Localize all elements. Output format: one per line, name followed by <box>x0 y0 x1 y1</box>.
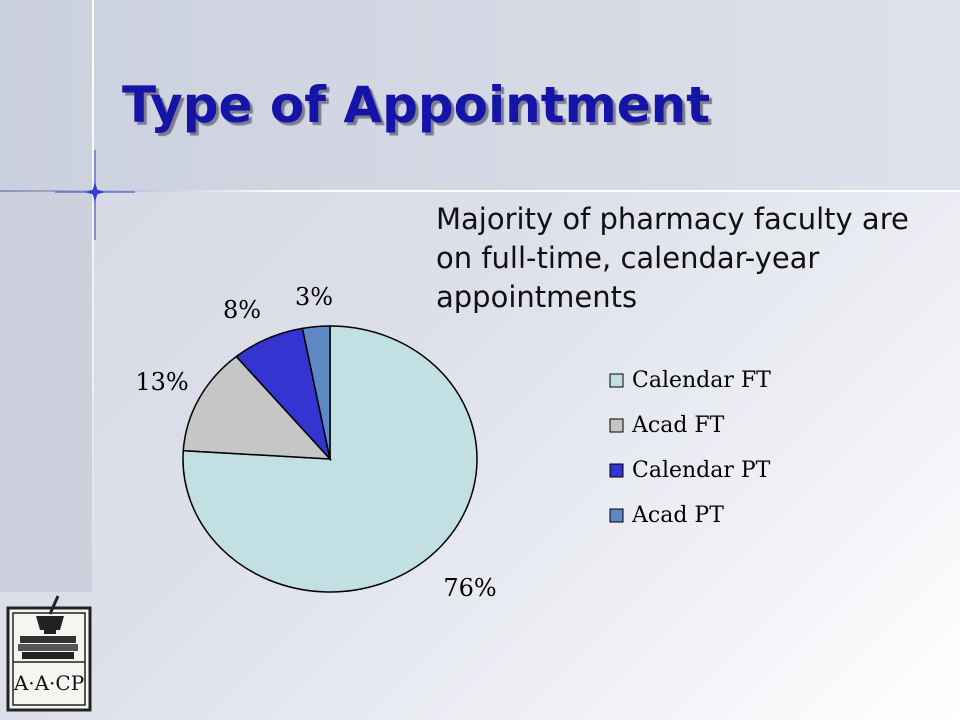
legend-label-acad-pt: Acad PT <box>631 503 724 528</box>
sparkle-icon <box>55 150 135 240</box>
title-divider <box>0 190 960 192</box>
legend-label-calendar-pt: Calendar PT <box>632 458 771 483</box>
legend-swatch-acad-pt <box>609 508 624 523</box>
aacp-logo: A·A·CP <box>6 595 92 712</box>
slice-label-calendar-pt: 8% <box>223 296 261 324</box>
left-accent-band <box>0 192 92 592</box>
pie-labels: 76% 13% 8% 3% <box>135 283 496 602</box>
slice-label-acad-ft: 13% <box>135 368 188 396</box>
legend-label-acad-ft: Acad FT <box>631 413 725 438</box>
slice-label-calendar-ft: 76% <box>443 574 496 602</box>
legend-label-calendar-ft: Calendar FT <box>632 368 771 393</box>
pie-slices <box>182 325 478 593</box>
legend-swatch-acad-ft <box>609 418 624 433</box>
slide-title: Type of Appointment <box>122 76 711 134</box>
bullet-text: Majority of pharmacy faculty are on full… <box>436 202 909 314</box>
legend-swatch-calendar-ft <box>609 373 624 388</box>
pie-slice-acad-ft <box>182 355 332 460</box>
vertical-divider <box>92 0 94 600</box>
logo-text: A·A·CP <box>13 671 84 695</box>
slice-label-acad-pt: 3% <box>295 283 333 311</box>
title-band <box>0 0 960 192</box>
pie-slice-acad-pt <box>301 325 331 460</box>
legend-swatch-calendar-pt <box>609 463 624 478</box>
chart-legend: Calendar FT Acad FT Calendar PT Acad PT <box>609 368 771 528</box>
